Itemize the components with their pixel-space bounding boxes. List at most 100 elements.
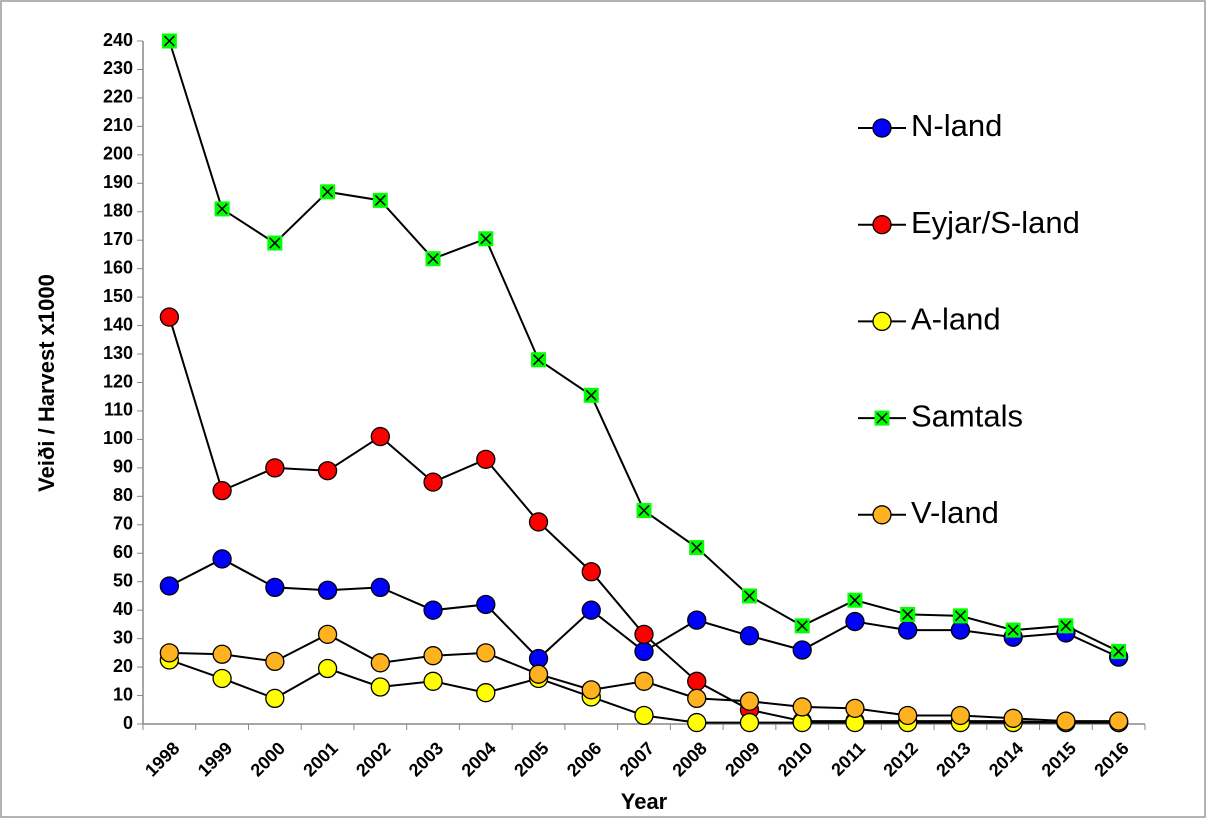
data-point (952, 608, 968, 624)
data-point (370, 653, 390, 673)
y-tick-label: 170 (103, 229, 133, 249)
y-tick-label: 200 (103, 144, 133, 164)
data-point (794, 618, 810, 634)
data-point (265, 577, 285, 598)
data-point (898, 705, 918, 726)
y-tick-label: 80 (113, 485, 133, 505)
legend-marker (872, 215, 892, 235)
x-axis-title: Year (621, 789, 668, 814)
data-point (212, 549, 232, 569)
marker-cross (585, 389, 597, 401)
data-point (687, 688, 707, 709)
data-point (159, 643, 180, 663)
data-point (317, 461, 338, 481)
legend-label: Samtals (911, 398, 1023, 433)
data-point (581, 680, 601, 700)
y-tick-label: 0 (123, 713, 133, 733)
marker-cross (743, 590, 756, 602)
data-point (423, 600, 443, 620)
data-point (159, 576, 180, 596)
marker-cross (796, 620, 808, 632)
y-tick-label: 130 (103, 343, 133, 363)
data-point (528, 512, 549, 532)
data-point (792, 640, 812, 660)
y-tick-label: 160 (103, 257, 133, 277)
data-point (478, 231, 494, 247)
y-tick-label: 240 (103, 30, 133, 50)
marker-cross (1060, 620, 1072, 632)
y-tick-label: 140 (103, 314, 133, 334)
legend-marker (872, 311, 892, 332)
data-point (900, 606, 916, 622)
data-point (634, 705, 654, 726)
y-tick-label: 210 (103, 115, 133, 135)
data-point (1056, 711, 1076, 731)
marker-cross (902, 608, 914, 620)
marker-cross (374, 194, 386, 206)
data-point (476, 594, 496, 615)
y-tick-label: 70 (113, 514, 133, 534)
y-tick-label: 90 (113, 457, 133, 477)
data-point (159, 307, 180, 327)
data-point (845, 611, 865, 632)
marker-cross (691, 542, 703, 554)
marker-cross (216, 203, 228, 215)
data-point (476, 449, 496, 469)
y-tick-label: 120 (103, 371, 133, 391)
legend-label: A-land (911, 302, 1001, 337)
data-point (425, 251, 441, 267)
data-point (267, 235, 283, 251)
data-point (581, 600, 601, 620)
data-point (634, 641, 654, 662)
data-point (741, 588, 757, 604)
data-point (214, 201, 230, 217)
marker-cross (849, 594, 861, 606)
y-tick-label: 180 (103, 201, 133, 221)
data-point (370, 677, 390, 697)
data-point (212, 668, 232, 689)
data-point (476, 683, 496, 703)
data-point (372, 192, 388, 208)
data-point (845, 698, 865, 718)
marker-cross (322, 186, 334, 198)
data-point (161, 33, 177, 49)
marker-cross (163, 35, 175, 47)
data-point (370, 426, 390, 447)
data-point (423, 671, 443, 691)
data-point (265, 688, 285, 709)
y-tick-label: 30 (113, 627, 133, 647)
legend-label: Eyjar/S-land (911, 205, 1080, 240)
y-tick-label: 100 (103, 428, 133, 448)
data-point (1058, 618, 1074, 634)
data-point (1005, 622, 1021, 638)
data-point (317, 658, 338, 679)
marker-cross (269, 237, 281, 249)
y-tick-label: 20 (113, 656, 133, 676)
y-tick-label: 220 (103, 87, 133, 107)
data-point (636, 503, 652, 519)
marker-cross (532, 354, 545, 366)
data-point (212, 480, 232, 501)
data-point (423, 472, 443, 492)
legend-marker (872, 505, 892, 525)
data-point (265, 651, 285, 672)
data-point (687, 610, 707, 630)
y-tick-label: 60 (113, 542, 133, 562)
legend-marker (872, 118, 892, 138)
data-point (847, 592, 863, 608)
data-point (1108, 711, 1129, 731)
marker-cross (480, 233, 492, 245)
data-point (581, 562, 601, 582)
data-point (531, 352, 547, 368)
data-point (950, 705, 971, 726)
y-tick-label: 150 (103, 286, 133, 306)
data-point (1003, 708, 1023, 728)
y-axis-title: Veiði / Harvest x1000 (34, 274, 59, 492)
data-point (317, 624, 338, 645)
data-point (634, 671, 654, 691)
data-point (898, 620, 918, 640)
data-point (317, 580, 338, 600)
y-tick-label: 230 (103, 58, 133, 78)
